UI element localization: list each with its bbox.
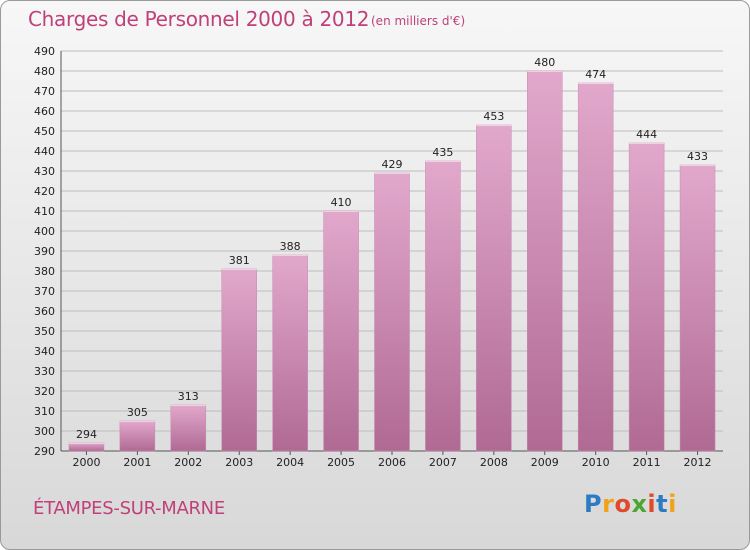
x-tick-label-2001: 2001 [123,456,151,469]
x-tick-label-2000: 2000 [72,456,100,469]
value-label-2007: 435 [432,146,453,159]
bar-2000 [68,442,105,452]
y-tick-label: 410 [34,205,55,218]
value-label-2001: 305 [127,406,148,419]
y-tick-label: 330 [34,365,55,378]
x-tick-label-2011: 2011 [633,456,661,469]
x-tick-label-2007: 2007 [429,456,457,469]
y-tick-label: 290 [34,445,55,458]
bar-2006 [374,172,410,452]
y-tick-label: 370 [34,285,55,298]
y-tick-label: 450 [34,125,55,138]
y-tick-label: 470 [34,85,55,98]
value-label-2006: 429 [382,158,403,171]
x-tick-label-2009: 2009 [531,456,559,469]
bar-2007 [425,160,461,452]
y-tick-label: 350 [34,325,55,338]
value-label-2008: 453 [483,110,504,123]
bar-2005 [323,210,359,452]
bar-2010 [577,82,614,452]
chart-title: Charges de Personnel 2000 à 2012 [28,7,370,31]
y-tick-label: 310 [34,405,55,418]
x-tick-label-2012: 2012 [684,456,712,469]
y-tick-label: 420 [34,185,55,198]
value-label-2012: 433 [687,150,708,163]
bar-layer [68,70,716,452]
value-label-2004: 388 [280,240,301,253]
y-tick-label: 390 [34,245,55,258]
value-label-2002: 313 [178,390,199,403]
y-tick-label: 340 [34,345,55,358]
y-tick-label: 490 [34,45,55,58]
x-tick-label-2004: 2004 [276,456,304,469]
y-tick-label: 430 [34,165,55,178]
x-tick-label-2010: 2010 [582,456,610,469]
bar-2008 [476,124,512,452]
proxiti-logo: Proxiti [584,490,677,518]
y-tick-label: 320 [34,385,55,398]
x-tick-label-2008: 2008 [480,456,508,469]
x-tick-label-2006: 2006 [378,456,406,469]
y-tick-label: 380 [34,265,55,278]
bar-2001 [119,420,156,452]
y-tick-label: 460 [34,105,55,118]
value-label-2003: 381 [229,254,250,267]
chart-subtitle: (en milliers d'€) [371,14,466,28]
bar-2012 [679,164,716,452]
axis-layer: 290 300 310 320 330 340 350 360 370 380 390 400 410 4… [34,45,723,469]
y-tick-label: 440 [34,145,55,158]
bar-2004 [272,254,308,452]
x-tick-label-2005: 2005 [327,456,355,469]
value-label-2010: 474 [585,68,606,81]
value-label-2000: 294 [76,428,97,441]
x-tick-label-2002: 2002 [174,456,202,469]
value-label-2005: 410 [331,196,352,209]
bar-2002 [170,404,207,452]
y-tick-label: 360 [34,305,55,318]
bar-2011 [628,142,665,452]
bar-2003 [221,268,257,452]
value-label-2011: 444 [636,128,657,141]
x-tick-label-2003: 2003 [225,456,253,469]
city-name: ÉTAMPES-SUR-MARNE [33,498,225,519]
y-tick-label: 400 [34,225,55,238]
label-layer: 294 305 313 381 388 410 429 435 453 480 474 444 433 [76,56,708,441]
value-label-2009: 480 [534,56,555,69]
y-tick-label: 300 [34,425,55,438]
y-tick-label: 480 [34,65,55,78]
bar-2009 [527,70,563,452]
